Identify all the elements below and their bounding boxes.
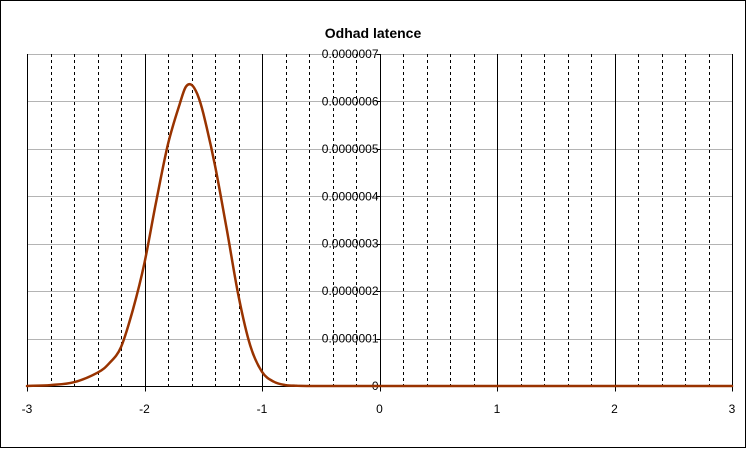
x-tick-label: 1 (494, 402, 501, 416)
x-tick-label: 0 (376, 402, 383, 416)
series (25, 82, 734, 388)
series-line (25, 82, 734, 388)
x-tick-label: -3 (22, 402, 33, 416)
x-tick-label: 3 (729, 402, 736, 416)
axes (27, 54, 733, 392)
x-tick-label: 2 (611, 402, 618, 416)
y-tick-label: 0.0000005 (322, 142, 379, 156)
y-tick-label: 0.0000001 (322, 332, 379, 346)
x-tick-label: -1 (257, 402, 268, 416)
y-tick-label: 0.0000002 (322, 284, 379, 298)
grid (27, 54, 733, 386)
tick-labels: -3 -2 -1 0 1 2 300.00000010.00000020.00000030.… (22, 47, 736, 416)
y-tick-label: 0.0000007 (322, 47, 379, 61)
y-tick-label: 0.0000003 (322, 237, 379, 251)
chart-title: Odhad latence (325, 25, 422, 41)
y-tick-label: 0.0000004 (322, 189, 379, 203)
x-tick-label: -2 (139, 402, 150, 416)
y-tick-label: 0.0000006 (322, 94, 379, 108)
